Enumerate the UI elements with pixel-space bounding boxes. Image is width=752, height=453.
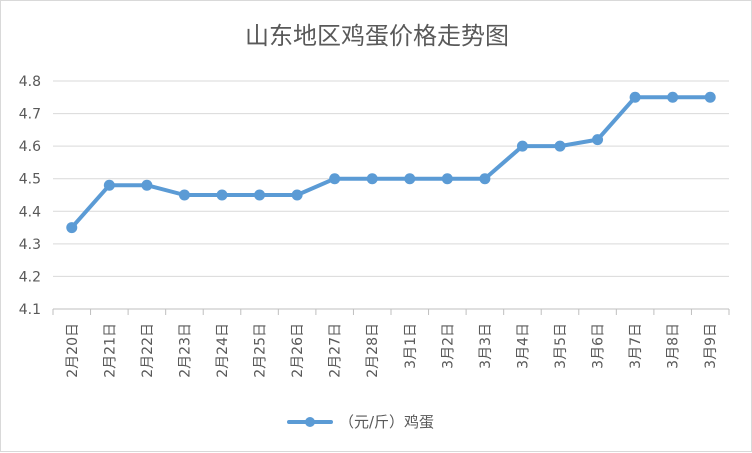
data-point bbox=[291, 189, 303, 201]
data-point bbox=[704, 91, 716, 103]
x-tick-label: 3月7日 bbox=[628, 323, 644, 369]
data-point bbox=[366, 173, 378, 185]
data-point bbox=[404, 173, 416, 185]
y-tick-label: 4.3 bbox=[19, 237, 41, 253]
chart-title: 山东地区鸡蛋价格走势图 bbox=[245, 22, 509, 50]
x-tick-label: 2月20日 bbox=[65, 323, 81, 378]
y-tick-label: 4.8 bbox=[19, 74, 41, 90]
x-tick-label: 2月28日 bbox=[365, 323, 381, 378]
x-tick-label: 2月21日 bbox=[102, 323, 118, 378]
x-tick-label: 2月22日 bbox=[140, 323, 156, 378]
data-point bbox=[103, 179, 115, 191]
y-tick-label: 4.4 bbox=[19, 204, 41, 220]
data-point bbox=[141, 179, 153, 191]
data-point bbox=[667, 91, 679, 103]
gridlines bbox=[52, 80, 730, 315]
data-point bbox=[254, 189, 266, 201]
series-layer bbox=[66, 91, 716, 234]
data-point bbox=[441, 173, 453, 185]
x-tick-label: 3月4日 bbox=[515, 323, 531, 369]
x-tick-label: 2月25日 bbox=[253, 323, 269, 378]
x-tick-label: 2月27日 bbox=[328, 323, 344, 378]
x-tick-label: 3月6日 bbox=[591, 323, 607, 369]
y-tick-label: 4.6 bbox=[19, 139, 41, 155]
y-tick-label: 4.7 bbox=[19, 107, 41, 123]
y-tick-label: 4.1 bbox=[19, 302, 41, 318]
data-point bbox=[178, 189, 190, 201]
x-tick-label: 3月2日 bbox=[440, 323, 456, 369]
y-tick-label: 4.2 bbox=[19, 269, 41, 285]
legend-point-marker bbox=[305, 417, 315, 427]
data-point bbox=[554, 140, 566, 152]
series-line bbox=[69, 95, 713, 230]
x-tick-label: 2月24日 bbox=[215, 323, 231, 378]
legend: （元/斤）鸡蛋 bbox=[287, 413, 434, 431]
x-tick-label: 2月26日 bbox=[290, 323, 306, 378]
legend-label: （元/斤）鸡蛋 bbox=[339, 413, 434, 431]
x-tick-label: 3月3日 bbox=[478, 323, 494, 369]
x-tick-label: 3月1日 bbox=[403, 323, 419, 369]
x-tick-label: 3月8日 bbox=[666, 323, 682, 369]
data-point bbox=[516, 140, 528, 152]
y-axis-ticks: 4.1 4.2 4.3 4.4 4.5 4.6 4.7 4.8 bbox=[19, 74, 41, 318]
data-point bbox=[479, 173, 491, 185]
x-tick-label: 3月9日 bbox=[703, 323, 719, 369]
data-point bbox=[592, 134, 604, 146]
data-point bbox=[329, 173, 341, 185]
x-axis-ticks: 2月20日 2月21日 2月22日 2月23日 2月24日 2月25日 2月26日 2月27日… bbox=[65, 323, 719, 378]
data-point bbox=[629, 91, 641, 103]
x-tick-label: 3月5日 bbox=[553, 323, 569, 369]
x-tick-label: 2月23日 bbox=[177, 323, 193, 378]
data-point bbox=[216, 189, 228, 201]
data-point bbox=[66, 222, 78, 234]
y-tick-label: 4.5 bbox=[19, 172, 41, 188]
